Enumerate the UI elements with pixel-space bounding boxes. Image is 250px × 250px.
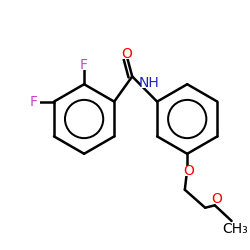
Text: F: F — [30, 94, 38, 108]
FancyBboxPatch shape — [78, 60, 91, 70]
FancyBboxPatch shape — [226, 223, 245, 234]
FancyBboxPatch shape — [27, 96, 40, 107]
FancyBboxPatch shape — [141, 78, 158, 88]
Text: O: O — [184, 164, 194, 178]
Text: F: F — [80, 58, 88, 72]
Text: NH: NH — [139, 76, 160, 90]
Text: CH₃: CH₃ — [222, 222, 248, 235]
FancyBboxPatch shape — [183, 166, 195, 176]
FancyBboxPatch shape — [120, 49, 132, 59]
Text: O: O — [121, 47, 132, 61]
FancyBboxPatch shape — [211, 194, 223, 204]
Text: O: O — [211, 192, 222, 206]
